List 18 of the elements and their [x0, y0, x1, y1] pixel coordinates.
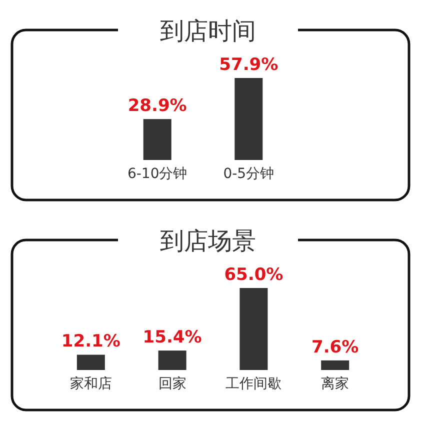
x-tick-label: 0-5分钟	[223, 166, 274, 182]
x-tick-label: 家和店	[70, 376, 112, 392]
x-tick-label: 回家	[158, 376, 186, 392]
chart-title: 到店场景	[160, 227, 256, 255]
x-tick-label: 6-10分钟	[127, 166, 188, 182]
bar	[321, 360, 350, 370]
bar	[240, 288, 268, 370]
data-label: 12.1%	[61, 332, 120, 352]
x-tick-label: 工作间歇	[226, 376, 282, 392]
data-label: 65.0%	[224, 265, 284, 285]
data-label: 57.9%	[219, 55, 278, 75]
data-label: 7.6%	[312, 337, 359, 358]
data-label: 28.9%	[128, 96, 187, 116]
bar	[76, 354, 105, 370]
chart-title: 到店时间	[160, 17, 256, 45]
bar	[158, 350, 186, 370]
data-label: 15.4%	[142, 328, 202, 348]
x-tick-label: 离家	[321, 376, 350, 392]
